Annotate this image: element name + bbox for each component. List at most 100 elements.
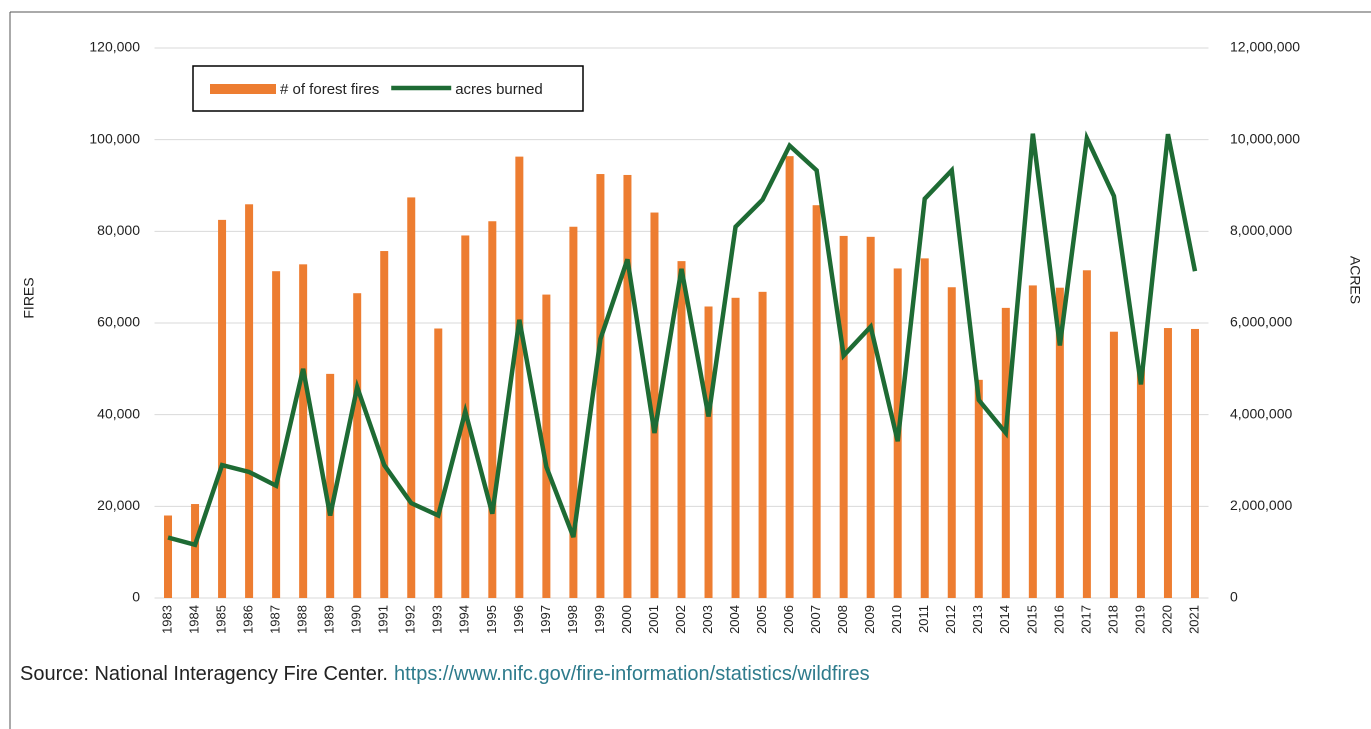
x-tick-label: 2016 [1051,605,1066,634]
bar [1163,328,1172,598]
x-tick-label: 2011 [916,605,931,633]
x-tick-label: 2007 [808,605,823,634]
bar [812,205,821,599]
y2-tick-label: 0 [1230,589,1238,605]
bar [650,212,659,598]
bar [245,204,254,598]
bar [299,264,308,598]
bar [785,156,794,598]
source-link[interactable]: https://www.nifc.gov/fire-information/st… [394,663,870,685]
bar [326,373,335,598]
x-tick-label: 1983 [159,605,174,634]
x-tick-label: 2005 [754,605,769,634]
bar [218,219,227,598]
bar [974,379,983,598]
bar [920,258,929,598]
y-tick-label: 0 [132,589,140,605]
x-tick-label: 2013 [970,605,985,634]
y2-tick-label: 10,000,000 [1230,130,1300,146]
x-tick-label: 1988 [295,605,310,634]
bar [1055,287,1064,598]
bar [947,287,956,598]
bar [434,328,443,598]
y2-tick-label: 2,000,000 [1230,497,1292,513]
x-tick-label: 1995 [484,605,499,634]
y-tick-label: 80,000 [97,222,140,238]
x-tick-label: 2009 [862,605,877,634]
y-tick-label: 120,000 [89,39,140,55]
bar [731,297,740,598]
x-tick-label: 2012 [943,605,958,634]
y-axis-label: FIRES [21,277,37,318]
bar [407,197,416,598]
x-tick-label: 1998 [565,605,580,634]
y2-axis-label: ACRES [1347,256,1363,304]
bar [866,236,875,599]
legend-swatch [210,84,276,94]
bar [758,291,767,598]
y-tick-label: 20,000 [97,497,140,513]
x-tick-label: 2001 [646,605,661,634]
bar [839,235,848,598]
bar [1136,366,1145,598]
legend-label: acres burned [455,81,543,98]
x-tick-label: 1989 [322,605,337,634]
y-tick-label: 40,000 [97,405,140,421]
bar [704,306,713,598]
bar [1028,285,1037,598]
x-tick-label: 2000 [619,605,634,634]
bar [191,504,200,598]
y-tick-label: 100,000 [89,130,140,146]
x-tick-label: 1993 [430,605,445,634]
x-tick-label: 1996 [511,605,526,634]
x-tick-label: 1999 [592,605,607,634]
x-tick-label: 2015 [1024,605,1039,634]
x-tick-label: 1990 [349,605,364,634]
bar [1190,328,1199,598]
x-tick-label: 2021 [1186,605,1201,634]
bar [677,261,686,598]
bar [1082,270,1091,598]
x-tick-label: 2017 [1078,605,1093,634]
x-tick-label: 2006 [781,605,796,634]
bar [272,271,281,598]
bar [515,156,524,598]
x-tick-label: 1985 [214,605,229,634]
line [167,130,1198,548]
bar [623,174,632,599]
x-tick-label: 2014 [997,605,1012,634]
source: Source: National Interagency Fire Center… [20,663,870,685]
bar [353,293,362,598]
x-tick-label: 2003 [700,605,715,634]
bar [596,174,605,598]
x-tick-label: 1994 [457,605,472,634]
x-tick-label: 1984 [186,605,201,634]
bar [569,226,578,598]
x-tick-label: 1991 [376,605,391,634]
x-tick-label: 2020 [1159,605,1174,634]
x-tick-label: 1997 [538,605,553,634]
bar [488,221,497,598]
legend-label: # of forest fires [280,81,379,98]
x-tick-label: 2002 [673,605,688,634]
y2-tick-label: 6,000,000 [1230,314,1292,330]
bar [542,294,551,598]
x-tick-label: 1992 [403,605,418,634]
x-tick-label: 1986 [241,605,256,634]
bar [1109,331,1118,598]
bar [164,515,173,598]
y2-tick-label: 12,000,000 [1230,39,1300,55]
x-tick-label: 2010 [889,605,904,634]
x-tick-label: 2018 [1105,605,1120,634]
x-tick-label: 1987 [268,605,283,634]
y2-tick-label: 8,000,000 [1230,222,1292,238]
source-text: Source: National Interagency Fire Center… [20,663,388,685]
x-tick-label: 2008 [835,605,850,634]
y-tick-label: 60,000 [97,314,140,330]
bar [380,251,389,598]
bar [1001,307,1010,598]
y2-tick-label: 4,000,000 [1230,405,1292,421]
x-tick-label: 2019 [1132,605,1147,634]
